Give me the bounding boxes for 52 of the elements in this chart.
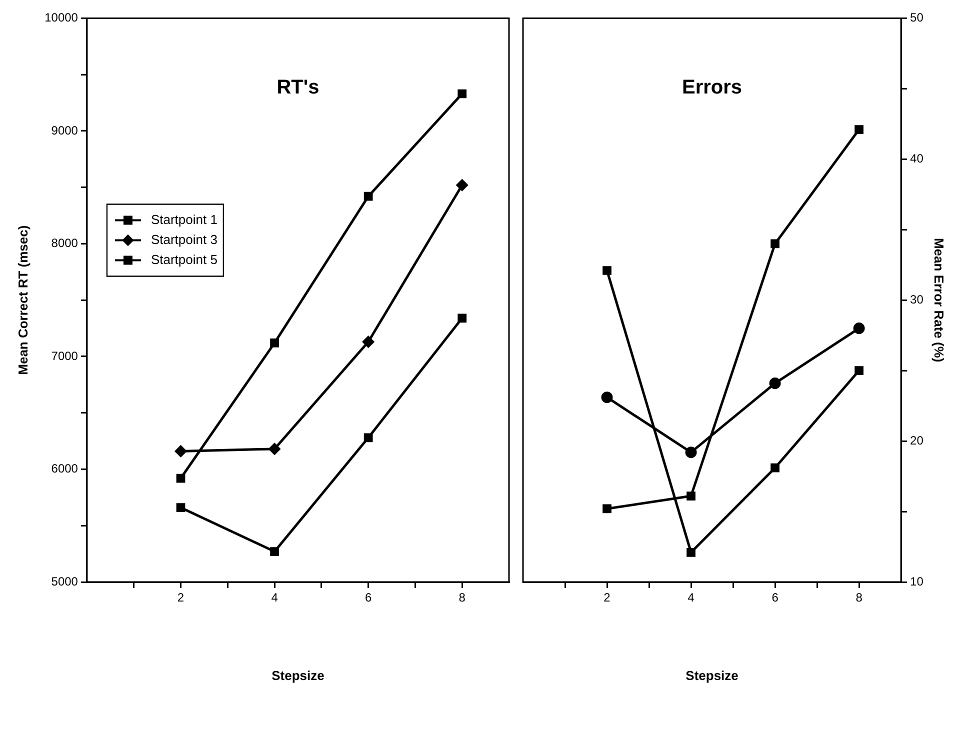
y-tick-label: 9000 [51, 123, 78, 138]
text: RT's [276, 76, 320, 99]
y-tick-label: 7000 [51, 348, 78, 363]
y-tick-label: 8000 [51, 236, 78, 250]
point [270, 547, 279, 556]
legend-label: Startpoint 5 [150, 252, 218, 267]
x-tick-label: 2 [604, 590, 611, 605]
point [602, 266, 612, 275]
point [176, 503, 186, 512]
point [854, 366, 864, 376]
y-tick-label: 5000 [51, 574, 78, 588]
text: Errors [682, 76, 742, 99]
x-tick-label: 4 [688, 590, 695, 605]
point [686, 548, 696, 557]
point [601, 392, 613, 404]
point [270, 338, 279, 348]
x-tick-label: 6 [772, 590, 779, 605]
x-tick-label: 6 [364, 590, 372, 605]
y-tick-label: 10000 [44, 10, 78, 25]
point [769, 378, 781, 390]
point [176, 474, 186, 483]
y2-tick-label: 10 [910, 574, 924, 588]
legend-label: Startpoint 1 [150, 212, 218, 227]
point [362, 336, 374, 348]
point [456, 179, 468, 191]
x-axis-title: Stepsize [272, 668, 324, 683]
y-tick-label: 6000 [51, 462, 78, 476]
point [458, 89, 467, 98]
y2-tick-label: 40 [910, 151, 924, 166]
x-tick-label: 4 [271, 590, 278, 605]
x-axis-title: Stepsize [686, 668, 738, 683]
x-tick-label: 8 [458, 590, 466, 605]
point [685, 446, 697, 458]
point [854, 125, 864, 134]
legend-label: Startpoint 3 [150, 232, 218, 247]
point [364, 192, 373, 201]
point [458, 314, 467, 323]
y2-tick-label: 50 [910, 10, 924, 25]
point [770, 239, 780, 248]
x-tick-label: 2 [177, 590, 184, 605]
point [268, 443, 280, 455]
y-axis-title: Mean Correct RT (msec) [15, 225, 30, 375]
point [770, 463, 780, 472]
point [175, 445, 187, 457]
point [686, 492, 696, 500]
y2-axis-title: Mean Error Rate (%) [932, 238, 947, 362]
point [364, 433, 373, 442]
x-tick-label: 8 [856, 590, 863, 605]
point [853, 322, 865, 334]
y2-tick-label: 30 [910, 292, 924, 306]
y2-tick-label: 20 [910, 433, 924, 448]
point [602, 504, 612, 514]
